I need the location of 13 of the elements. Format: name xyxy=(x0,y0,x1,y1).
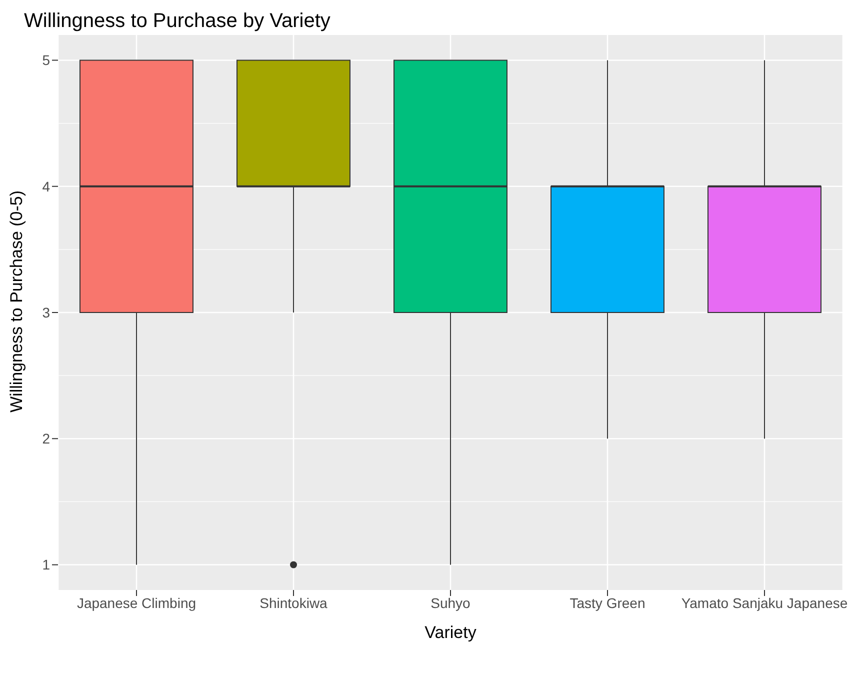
y-axis-title: Willingness to Purchase (0-5) xyxy=(7,190,26,412)
y-tick-label: 3 xyxy=(42,304,50,320)
y-tick-label: 4 xyxy=(42,178,50,194)
x-tick-label: Yamato Sanjaku Japanese xyxy=(681,594,848,611)
x-tick-label: Shintokiwa xyxy=(260,594,328,611)
y-tick-label: 2 xyxy=(42,430,50,447)
x-tick-label: Suhyo xyxy=(430,594,471,611)
chart-title: Willingness to Purchase by Variety xyxy=(24,10,330,33)
y-tick-label: 1 xyxy=(42,556,50,573)
x-axis-title: Variety xyxy=(424,623,477,642)
x-tick-label: Japanese Climbing xyxy=(76,594,196,611)
x-tick-label: Tasty Green xyxy=(570,594,646,611)
y-tick-label: 5 xyxy=(42,52,50,68)
